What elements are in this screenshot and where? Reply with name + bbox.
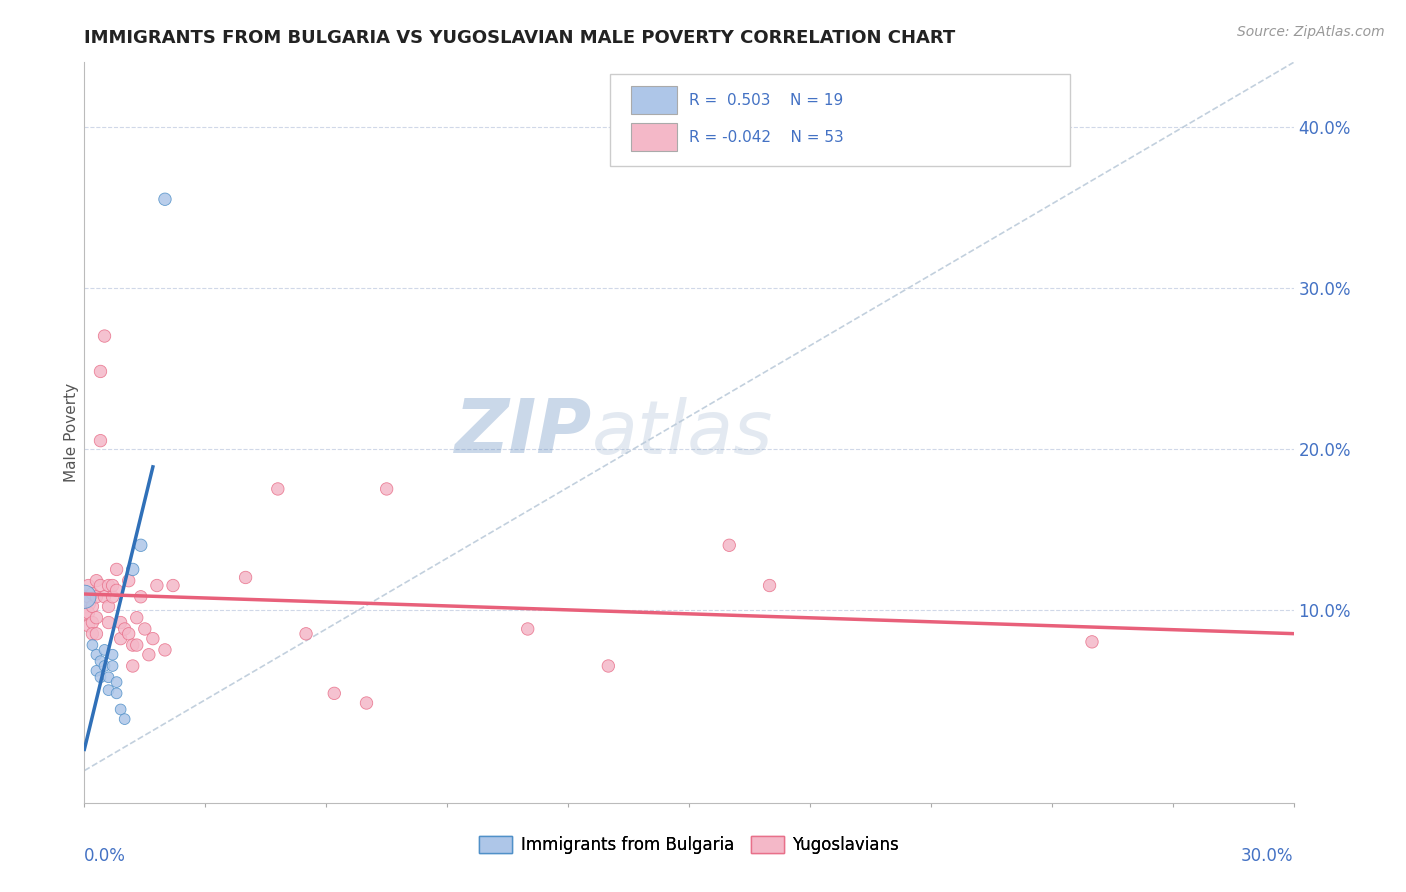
Point (73, 594, 96, 608)
Point (97, 599, 120, 614)
Point (101, 659, 124, 673)
Point (89, 364, 111, 378)
Point (101, 648, 124, 662)
Text: atlas: atlas (592, 397, 773, 468)
Point (129, 590, 152, 604)
Bar (631, 87, 676, 114)
Legend: Immigrants from Bulgaria, Yugoslavians: Immigrants from Bulgaria, Yugoslavians (472, 830, 905, 861)
Point (77, 578, 100, 592)
Point (97, 683, 120, 698)
Point (86, 610, 108, 624)
Text: 30.0%: 30.0% (1241, 847, 1294, 865)
Point (82, 627, 104, 641)
Point (105, 686, 128, 700)
Point (82, 615, 104, 630)
Text: ZIP: ZIP (456, 396, 592, 469)
Point (97, 615, 120, 630)
Point (758, 578, 780, 592)
Point (93, 659, 115, 673)
Point (235, 570, 257, 584)
Text: R =  0.503    N = 19: R = 0.503 N = 19 (689, 93, 844, 108)
Point (86, 627, 108, 641)
Bar (631, 123, 676, 152)
Point (162, 578, 184, 592)
Point (718, 538, 741, 552)
Point (93, 329, 115, 343)
Text: 0.0%: 0.0% (84, 847, 127, 865)
Point (114, 622, 136, 636)
Point (121, 638, 143, 652)
Point (77, 619, 100, 633)
Point (89, 578, 111, 592)
Point (516, 622, 538, 636)
Point (82, 599, 104, 614)
Point (153, 643, 176, 657)
Point (114, 712, 136, 726)
Point (82, 638, 104, 652)
Point (77, 590, 100, 604)
Point (323, 686, 346, 700)
Point (93, 643, 115, 657)
Point (105, 675, 128, 690)
Point (356, 696, 378, 710)
Point (86, 590, 108, 604)
Point (77, 606, 100, 620)
Text: R = -0.042    N = 53: R = -0.042 N = 53 (689, 129, 844, 145)
Text: Source: ZipAtlas.com: Source: ZipAtlas.com (1237, 25, 1385, 39)
Point (142, 632, 165, 646)
Point (86, 574, 108, 588)
Point (105, 562, 128, 576)
Point (134, 622, 156, 636)
Point (598, 659, 620, 673)
Point (118, 574, 141, 588)
Point (146, 578, 169, 592)
FancyBboxPatch shape (610, 73, 1070, 166)
Point (121, 562, 143, 576)
Point (73, 606, 96, 620)
Point (129, 538, 152, 552)
Point (105, 583, 128, 598)
Point (89, 654, 111, 668)
Point (110, 702, 132, 716)
Point (73, 590, 96, 604)
Y-axis label: Male Poverty: Male Poverty (63, 383, 79, 483)
Point (86, 648, 108, 662)
Point (267, 482, 290, 496)
Point (153, 192, 176, 206)
Text: IMMIGRANTS FROM BULGARIA VS YUGOSLAVIAN MALE POVERTY CORRELATION CHART: IMMIGRANTS FROM BULGARIA VS YUGOSLAVIAN … (84, 29, 956, 47)
Point (93, 590, 115, 604)
Point (295, 627, 318, 641)
Point (97, 578, 120, 592)
Point (110, 615, 132, 630)
Point (86, 664, 108, 678)
Point (125, 638, 148, 652)
Point (118, 627, 141, 641)
Point (375, 482, 398, 496)
Point (121, 659, 143, 673)
Point (89, 434, 111, 448)
Point (97, 670, 120, 684)
Point (125, 610, 148, 624)
Point (138, 648, 160, 662)
Point (101, 590, 124, 604)
Point (1081, 635, 1104, 649)
Point (82, 586, 104, 600)
Point (89, 670, 111, 684)
Point (110, 632, 132, 646)
Point (101, 578, 124, 592)
